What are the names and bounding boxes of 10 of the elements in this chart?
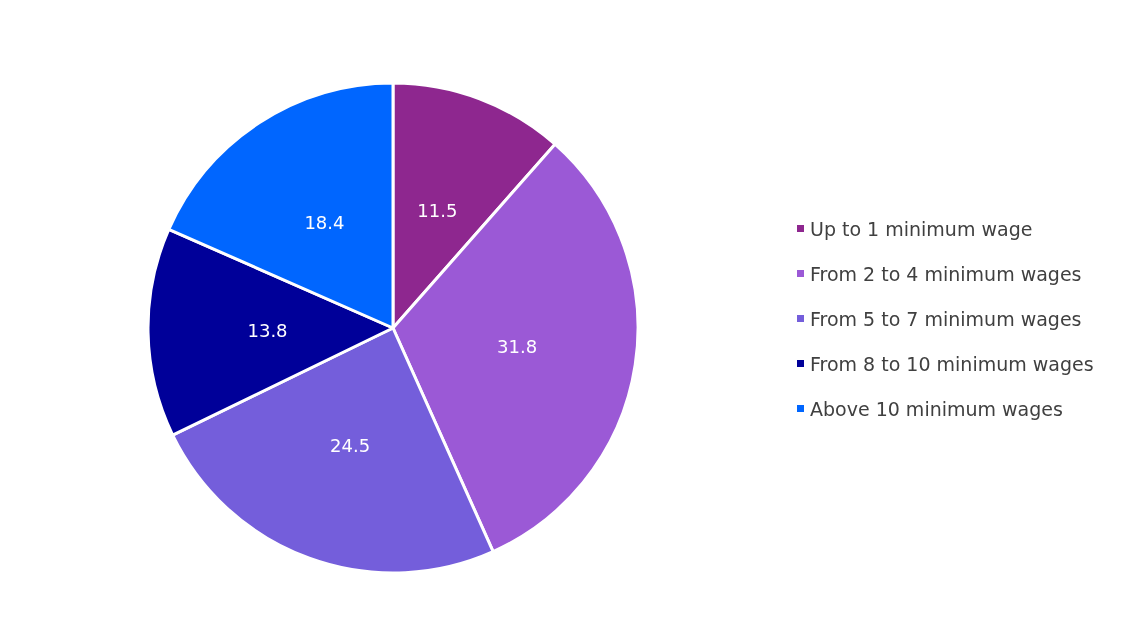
- data-label: 24.5: [330, 435, 371, 457]
- legend-label: From 2 to 4 minimum wages: [810, 262, 1082, 285]
- data-label: 31.8: [497, 336, 538, 358]
- data-label: 18.4: [304, 212, 345, 234]
- data-label: 13.8: [247, 319, 288, 341]
- legend-label: Up to 1 minimum wage: [810, 217, 1033, 240]
- legend-label: Above 10 minimum wages: [810, 397, 1063, 420]
- data-label: 11.5: [417, 200, 458, 222]
- legend-label: From 8 to 10 minimum wages: [810, 352, 1094, 375]
- legend-label: From 5 to 7 minimum wages: [810, 307, 1082, 330]
